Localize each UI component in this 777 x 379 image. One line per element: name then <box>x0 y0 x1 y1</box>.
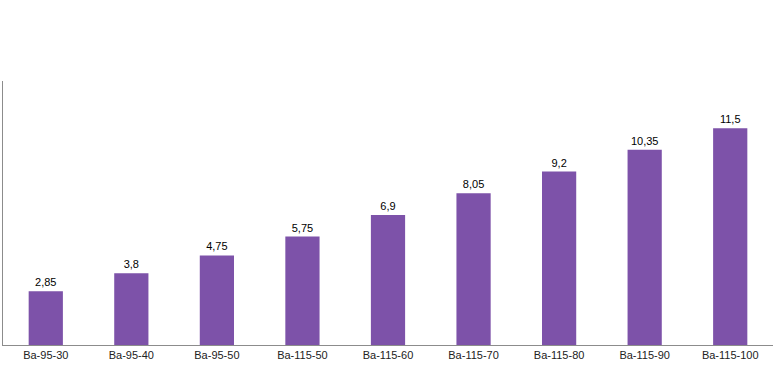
svg-text:9,2: 9,2 <box>551 157 566 169</box>
svg-text:2,85: 2,85 <box>35 276 56 288</box>
svg-text:6,9: 6,9 <box>380 200 395 212</box>
svg-text:Ba-95-40: Ba-95-40 <box>109 349 154 361</box>
svg-text:Ba-115-80: Ba-115-80 <box>534 349 585 361</box>
svg-text:5,75: 5,75 <box>292 222 313 234</box>
svg-text:4,75: 4,75 <box>206 240 227 252</box>
svg-text:Ba-115-100: Ba-115-100 <box>702 349 759 361</box>
svg-text:Ba-95-50: Ba-95-50 <box>194 349 239 361</box>
svg-text:10,35: 10,35 <box>631 135 659 147</box>
svg-text:Ba-115-70: Ba-115-70 <box>448 349 499 361</box>
svg-text:3,8: 3,8 <box>124 258 139 270</box>
svg-text:11,5: 11,5 <box>720 113 741 125</box>
svg-text:Ba-115-90: Ba-115-90 <box>619 349 670 361</box>
svg-text:Ba-115-50: Ba-115-50 <box>277 349 328 361</box>
svg-text:Ba-95-30: Ba-95-30 <box>23 349 68 361</box>
svg-text:8,05: 8,05 <box>463 178 484 190</box>
svg-text:Ba-115-60: Ba-115-60 <box>363 349 414 361</box>
